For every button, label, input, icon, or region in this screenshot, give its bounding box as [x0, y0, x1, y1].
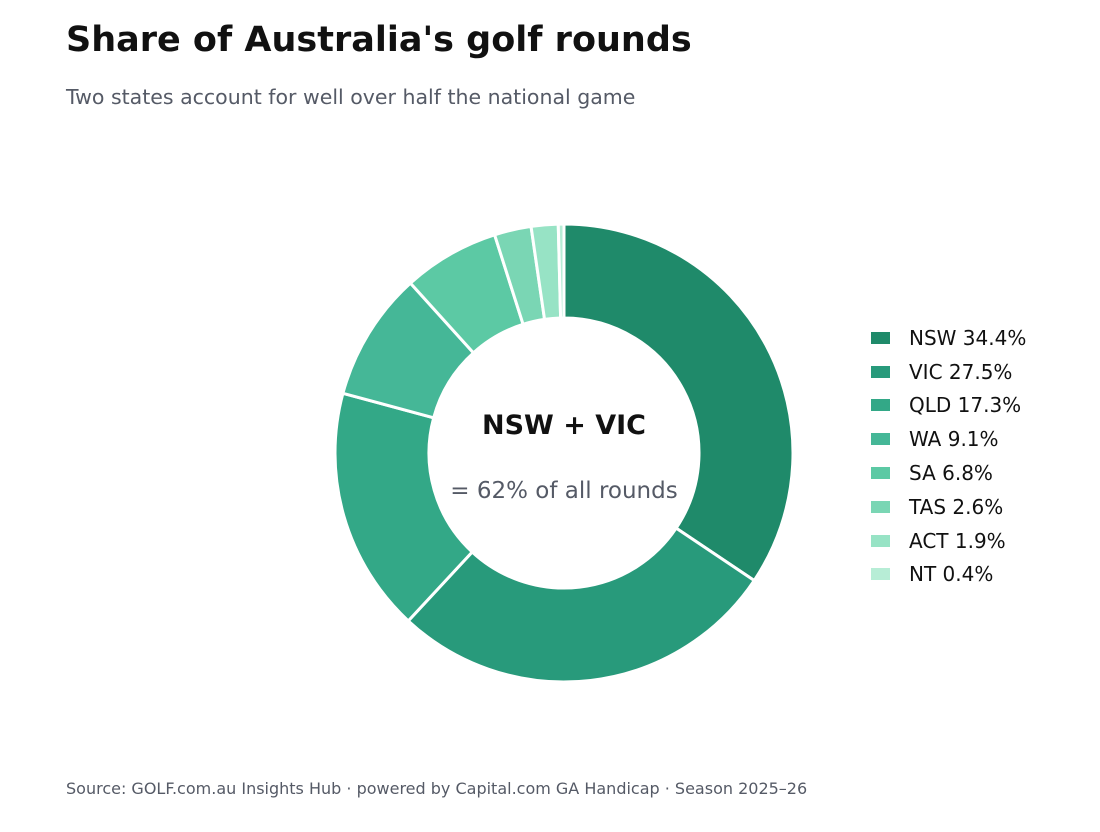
legend-label: QLD 17.3%	[909, 393, 1022, 418]
legend-item-act: ACT 1.9%	[871, 524, 1026, 558]
legend-swatch	[871, 568, 890, 581]
chart-subtitle: Two states account for well over half th…	[66, 85, 636, 109]
legend-item-qld: QLD 17.3%	[871, 389, 1026, 423]
legend-label: ACT 1.9%	[909, 528, 1006, 553]
chart-legend: NSW 34.4% VIC 27.5% QLD 17.3% WA 9.1% SA 6.8…	[871, 321, 1026, 591]
donut-slice-nsw	[562, 222, 795, 583]
legend-item-sa: SA 6.8%	[871, 456, 1026, 490]
legend-item-nsw: NSW 34.4%	[871, 321, 1026, 355]
legend-swatch	[871, 534, 890, 547]
legend-item-tas: TAS 2.6%	[871, 490, 1026, 524]
legend-label: NT 0.4%	[909, 562, 994, 587]
legend-label: SA 6.8%	[909, 461, 993, 486]
legend-label: WA 9.1%	[909, 427, 999, 452]
legend-label: TAS 2.6%	[909, 494, 1004, 519]
legend-swatch	[871, 399, 890, 412]
donut-slice-vic	[406, 526, 756, 684]
legend-swatch	[871, 331, 890, 344]
legend-swatch	[871, 365, 890, 378]
legend-swatch	[871, 433, 890, 446]
legend-item-wa: WA 9.1%	[871, 422, 1026, 456]
legend-swatch	[871, 500, 890, 513]
legend-swatch	[871, 467, 890, 480]
center-subtext: = 62% of all rounds	[450, 478, 677, 504]
donut-slices	[333, 222, 795, 684]
chart-title: Share of Australia's golf rounds	[66, 20, 692, 60]
legend-item-vic: VIC 27.5%	[871, 355, 1026, 389]
legend-label: VIC 27.5%	[909, 359, 1013, 384]
legend-item-nt: NT 0.4%	[871, 558, 1026, 592]
source-footer: Source: GOLF.com.au Insights Hub · power…	[66, 779, 808, 798]
legend-label: NSW 34.4%	[909, 325, 1027, 350]
donut-slice-nt	[556, 222, 566, 320]
center-heading: NSW + VIC	[482, 410, 646, 441]
